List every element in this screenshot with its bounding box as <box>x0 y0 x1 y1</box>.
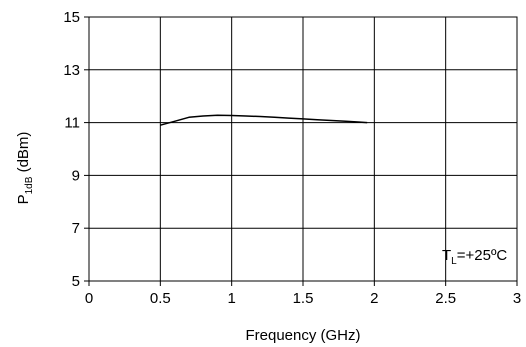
x-axis-ticks: 0 0.5 1 1.5 2 2.5 3 <box>85 281 521 307</box>
series-layer <box>160 114 368 126</box>
y-axis-label-sub: 1dB <box>24 176 35 194</box>
y-tick-label: 11 <box>64 115 80 132</box>
x-tick-label: 2 <box>370 290 378 307</box>
annotation-sub: L <box>451 256 457 267</box>
x-tick-label: 1.5 <box>293 290 314 307</box>
annotation-rest: =+25ºC <box>457 247 508 264</box>
x-tick-label: 0 <box>85 290 93 307</box>
x-axis-label: Frequency (GHz) <box>245 327 360 344</box>
grid-lines <box>88 16 518 282</box>
temperature-annotation: TL=+25ºC <box>442 247 507 267</box>
series-line <box>160 114 368 126</box>
y-tick-label: 9 <box>72 167 80 184</box>
x-tick-label: 1 <box>227 290 235 307</box>
annotation-main: T <box>442 247 451 264</box>
y-tick-label: 5 <box>72 273 80 290</box>
y-tick-label: 15 <box>63 9 80 26</box>
y-tick-label: 7 <box>72 220 80 237</box>
y-axis-label: P1dB (dBm) <box>15 132 35 205</box>
y-axis-ticks: 5 7 9 11 13 15 <box>63 9 89 290</box>
x-tick-label: 3 <box>513 290 521 307</box>
y-axis-label-main: P <box>15 194 32 204</box>
x-tick-label: 0.5 <box>150 290 171 307</box>
y-tick-label: 13 <box>63 62 80 79</box>
y-axis-label-unit: (dBm) <box>15 132 32 177</box>
x-tick-label: 2.5 <box>435 290 456 307</box>
